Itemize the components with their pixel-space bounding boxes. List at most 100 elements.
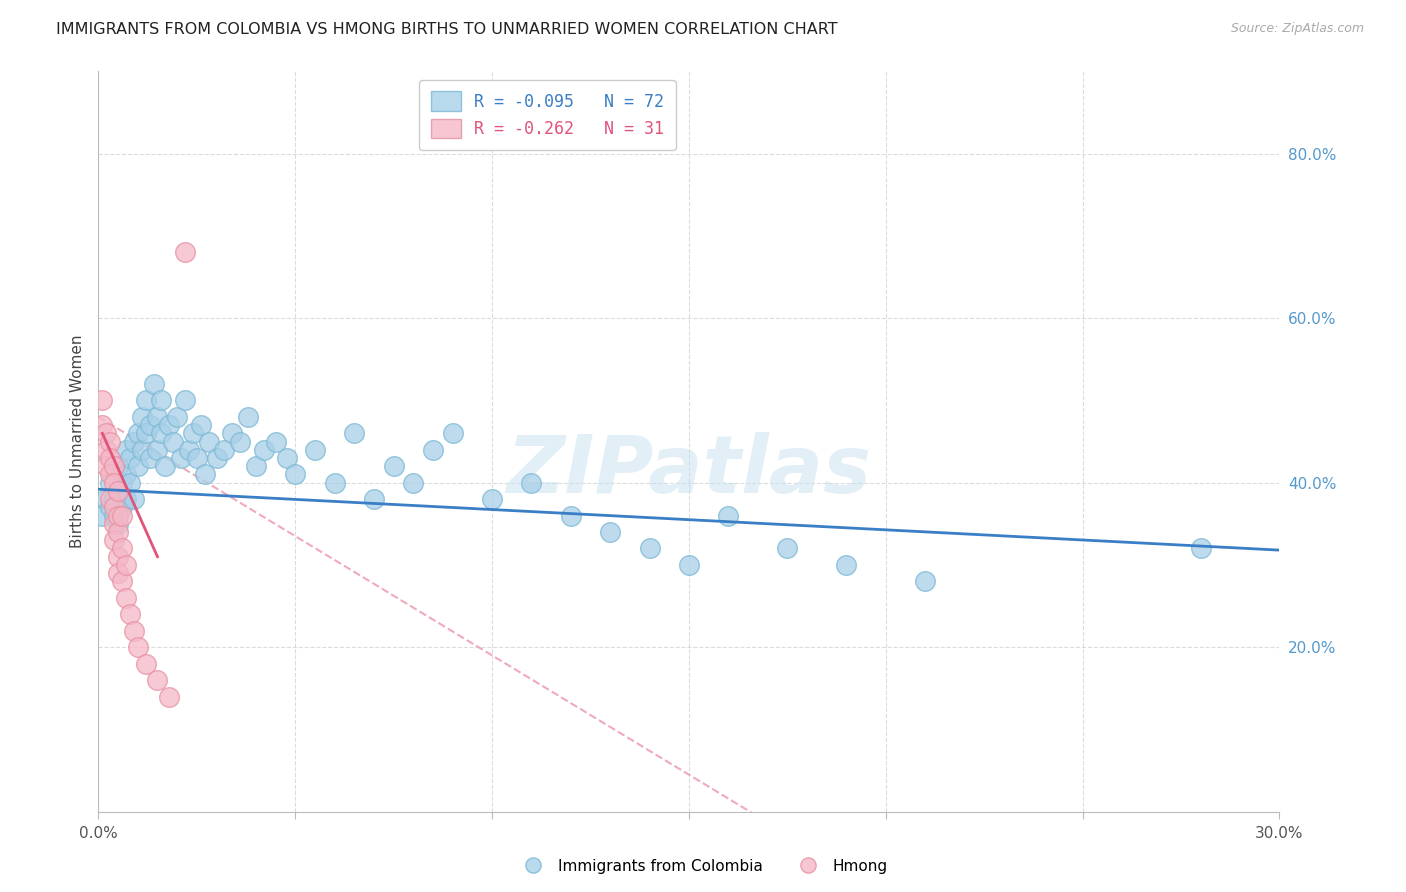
Point — [115, 558, 138, 572]
Point — [135, 393, 157, 408]
Point — [91, 508, 114, 523]
Point — [103, 459, 125, 474]
Point — [162, 434, 184, 449]
Point — [107, 524, 129, 539]
Point — [214, 442, 236, 457]
Point — [382, 459, 405, 474]
Point — [174, 393, 197, 408]
Point — [91, 418, 114, 433]
Point — [118, 607, 141, 622]
Point — [205, 450, 228, 465]
Point — [122, 434, 145, 449]
Point — [284, 467, 307, 482]
Point — [127, 426, 149, 441]
Point — [122, 492, 145, 507]
Point — [157, 690, 180, 704]
Point — [131, 442, 153, 457]
Point — [190, 418, 212, 433]
Point — [174, 245, 197, 260]
Point — [135, 657, 157, 671]
Point — [107, 508, 129, 523]
Point — [157, 418, 180, 433]
Point — [343, 426, 366, 441]
Point — [835, 558, 858, 572]
Point — [107, 516, 129, 531]
Point — [98, 492, 121, 507]
Point — [122, 624, 145, 638]
Point — [229, 434, 252, 449]
Point — [96, 459, 118, 474]
Point — [441, 426, 464, 441]
Point — [115, 467, 138, 482]
Point — [170, 450, 193, 465]
Point — [560, 508, 582, 523]
Point — [98, 434, 121, 449]
Point — [107, 566, 129, 581]
Point — [194, 467, 217, 482]
Point — [107, 549, 129, 564]
Point — [177, 442, 200, 457]
Point — [98, 500, 121, 515]
Point — [776, 541, 799, 556]
Point — [91, 393, 114, 408]
Point — [264, 434, 287, 449]
Point — [96, 442, 118, 457]
Point — [599, 524, 621, 539]
Point — [155, 459, 177, 474]
Point — [520, 475, 543, 490]
Text: IMMIGRANTS FROM COLOMBIA VS HMONG BIRTHS TO UNMARRIED WOMEN CORRELATION CHART: IMMIGRANTS FROM COLOMBIA VS HMONG BIRTHS… — [56, 22, 838, 37]
Point — [166, 409, 188, 424]
Point — [118, 475, 141, 490]
Point — [111, 574, 134, 589]
Point — [107, 483, 129, 498]
Point — [118, 450, 141, 465]
Point — [138, 418, 160, 433]
Point — [98, 450, 121, 465]
Legend: R = -0.095   N = 72, R = -0.262   N = 31: R = -0.095 N = 72, R = -0.262 N = 31 — [419, 79, 675, 150]
Legend: Immigrants from Colombia, Hmong: Immigrants from Colombia, Hmong — [512, 853, 894, 880]
Point — [142, 376, 165, 391]
Point — [115, 492, 138, 507]
Point — [236, 409, 259, 424]
Point — [146, 409, 169, 424]
Point — [111, 475, 134, 490]
Point — [96, 492, 118, 507]
Point — [717, 508, 740, 523]
Y-axis label: Births to Unmarried Women: Births to Unmarried Women — [69, 334, 84, 549]
Point — [146, 442, 169, 457]
Point — [115, 591, 138, 605]
Text: Source: ZipAtlas.com: Source: ZipAtlas.com — [1230, 22, 1364, 36]
Point — [245, 459, 267, 474]
Point — [103, 500, 125, 515]
Point — [98, 475, 121, 490]
Point — [107, 459, 129, 474]
Point — [221, 426, 243, 441]
Point — [98, 467, 121, 482]
Point — [150, 393, 173, 408]
Point — [103, 533, 125, 548]
Point — [103, 475, 125, 490]
Point — [111, 508, 134, 523]
Point — [1189, 541, 1212, 556]
Point — [197, 434, 219, 449]
Point — [253, 442, 276, 457]
Point — [186, 450, 208, 465]
Point — [323, 475, 346, 490]
Point — [111, 500, 134, 515]
Point — [146, 673, 169, 687]
Point — [422, 442, 444, 457]
Point — [103, 516, 125, 531]
Point — [402, 475, 425, 490]
Point — [111, 541, 134, 556]
Point — [127, 459, 149, 474]
Text: ZIPatlas: ZIPatlas — [506, 432, 872, 510]
Point — [138, 450, 160, 465]
Point — [127, 640, 149, 655]
Point — [115, 442, 138, 457]
Point — [276, 450, 298, 465]
Point — [304, 442, 326, 457]
Point — [96, 426, 118, 441]
Point — [481, 492, 503, 507]
Point — [678, 558, 700, 572]
Point — [103, 508, 125, 523]
